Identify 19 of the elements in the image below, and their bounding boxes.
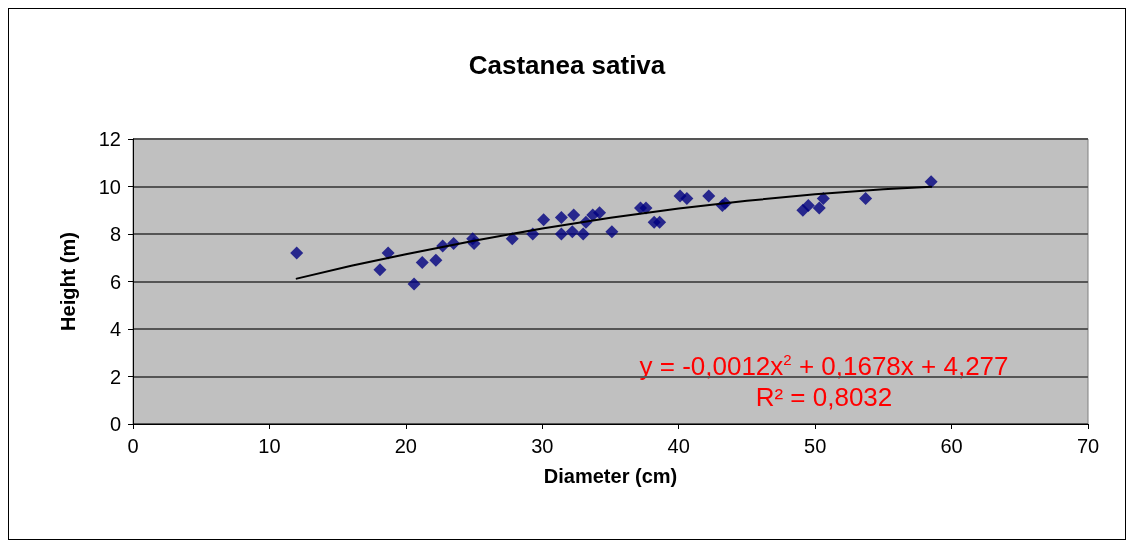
- x-tick-label: 20: [394, 435, 417, 457]
- x-tick-label: 10: [258, 435, 281, 457]
- y-axis-title: Height (m): [57, 232, 79, 331]
- x-tick-label: 0: [127, 435, 139, 457]
- y-tick-label: 4: [109, 318, 121, 340]
- annotation: R² = 0,8032: [755, 382, 893, 412]
- y-tick-label: 6: [109, 270, 121, 293]
- y-tick-label: 12: [98, 128, 121, 150]
- x-tick-label: 40: [667, 435, 690, 457]
- y-tick-label: 0: [109, 413, 121, 435]
- x-tick-label: 70: [1076, 435, 1100, 457]
- x-tick-label: 30: [531, 435, 554, 457]
- y-tick-label: 2: [109, 365, 121, 388]
- y-tick-label: 10: [98, 175, 121, 198]
- x-tick-label: 60: [940, 435, 963, 457]
- chart-title: Castanea sativa: [468, 50, 666, 80]
- x-tick-label: 50: [804, 435, 827, 457]
- x-axis-title: Diameter (cm): [543, 465, 678, 487]
- y-tick-label: 8: [109, 223, 121, 245]
